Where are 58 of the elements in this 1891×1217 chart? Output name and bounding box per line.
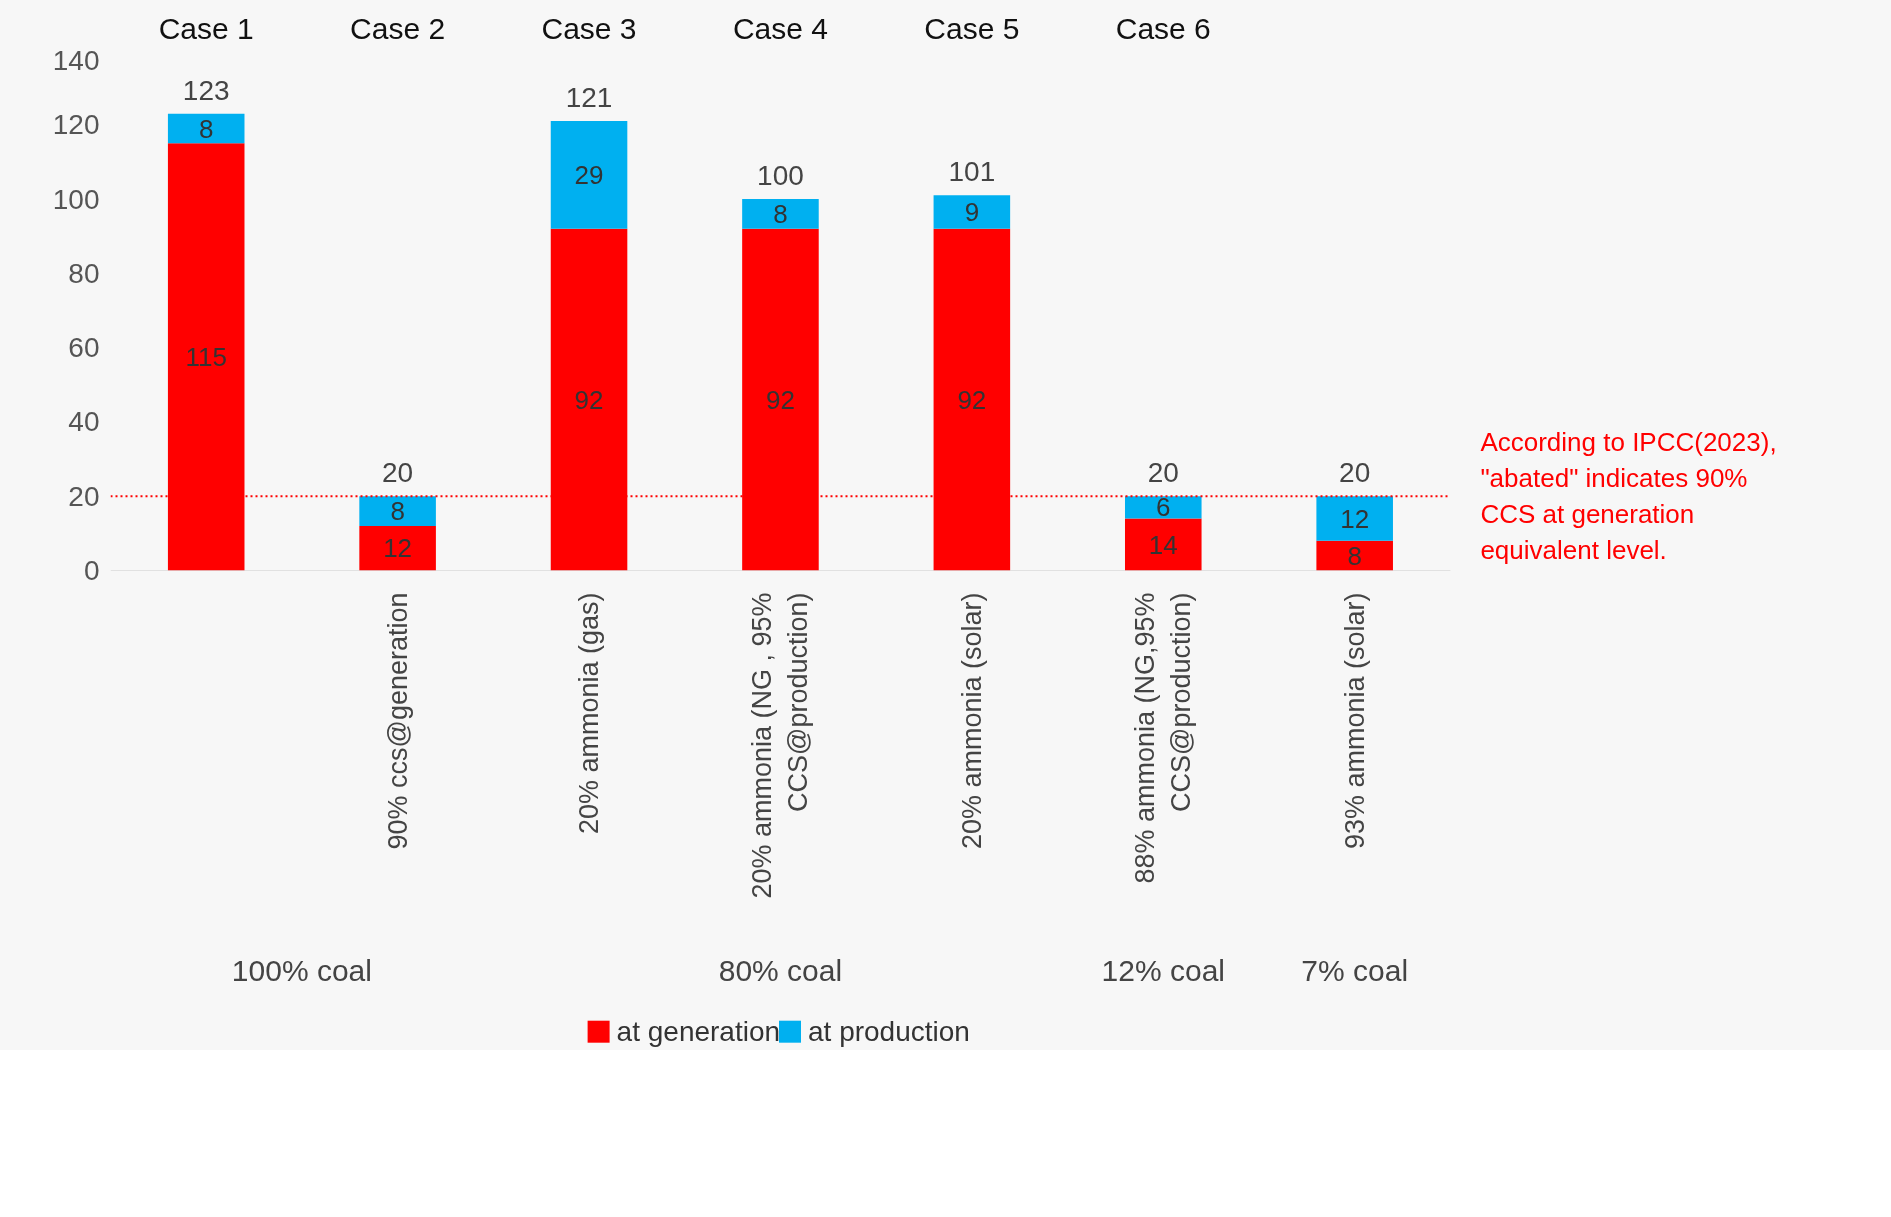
text: Case 2 bbox=[350, 11, 446, 45]
legend-label: at generation bbox=[616, 1016, 781, 1048]
bar bbox=[742, 199, 819, 229]
total-label: 101 bbox=[948, 156, 996, 188]
total-label: 121 bbox=[565, 82, 613, 114]
text: Case 5 bbox=[924, 11, 1020, 45]
bar bbox=[550, 121, 628, 229]
total-label: 100 bbox=[757, 160, 804, 192]
data-label: 8 bbox=[198, 113, 214, 144]
x-tick-label: 93% ammonia (solar) bbox=[1339, 592, 1370, 850]
total-label: 20 bbox=[1339, 457, 1371, 489]
bar bbox=[933, 195, 1011, 229]
x-tick-label: 90% ccs@generation bbox=[382, 592, 413, 850]
data-label: 92 bbox=[957, 384, 987, 415]
bar bbox=[1124, 496, 1202, 519]
data-label: 92 bbox=[574, 384, 604, 415]
data-label: 29 bbox=[574, 159, 604, 190]
bar bbox=[359, 525, 436, 571]
text: Case 4 bbox=[732, 11, 828, 45]
y-tick-label: 60 bbox=[68, 332, 100, 364]
y-tick-label: 140 bbox=[52, 44, 100, 76]
x-tick-label: 20% ammonia (solar) bbox=[956, 592, 987, 850]
data-label: 6 bbox=[1156, 492, 1171, 523]
text: Case 6 bbox=[1115, 11, 1211, 45]
x-tick-label: 88% ammonia (NG,95% CCS@production) bbox=[1130, 592, 1197, 884]
text: 80% coal bbox=[718, 954, 843, 988]
data-label: 8 bbox=[390, 496, 405, 527]
text: Case 1 bbox=[158, 11, 254, 45]
x-tick-label: 20% ammonia (NG , 95% CCS@production) bbox=[747, 592, 814, 899]
text: Case 3 bbox=[541, 11, 637, 45]
ref-line-label: According to IPCC(2023), "abated" indicates 90% CCS at generation equivalent level. bbox=[1480, 427, 1777, 566]
data-label: 115 bbox=[185, 341, 227, 372]
y-tick-label: 20 bbox=[68, 480, 100, 512]
data-label: 8 bbox=[1347, 540, 1362, 571]
bar bbox=[1316, 496, 1393, 541]
data-label: 14 bbox=[1148, 529, 1178, 560]
x-tick-label: 20% ammonia (gas) bbox=[574, 592, 605, 835]
bar bbox=[1316, 540, 1393, 571]
bar bbox=[167, 113, 245, 144]
y-tick-label: 0 bbox=[83, 555, 100, 586]
text: 7% coal bbox=[1301, 954, 1409, 988]
data-label: 12 bbox=[383, 533, 413, 564]
legend-label: at production bbox=[808, 1016, 970, 1048]
data-label: 92 bbox=[765, 384, 795, 415]
y-tick-label: 80 bbox=[68, 257, 100, 289]
bar bbox=[1124, 518, 1202, 571]
total-label: 20 bbox=[1147, 457, 1179, 489]
y-tick-label: 100 bbox=[52, 183, 100, 215]
data-label: 9 bbox=[964, 197, 980, 228]
data-label: 8 bbox=[773, 198, 788, 229]
data-label: 12 bbox=[1340, 503, 1370, 534]
text: 12% coal bbox=[1101, 954, 1225, 988]
total-label: 123 bbox=[182, 74, 230, 106]
y-tick-label: 40 bbox=[68, 406, 100, 438]
bar bbox=[359, 496, 436, 526]
text: 100% coal bbox=[231, 954, 372, 988]
total-label: 20 bbox=[382, 457, 414, 489]
y-tick-label: 120 bbox=[52, 109, 100, 141]
